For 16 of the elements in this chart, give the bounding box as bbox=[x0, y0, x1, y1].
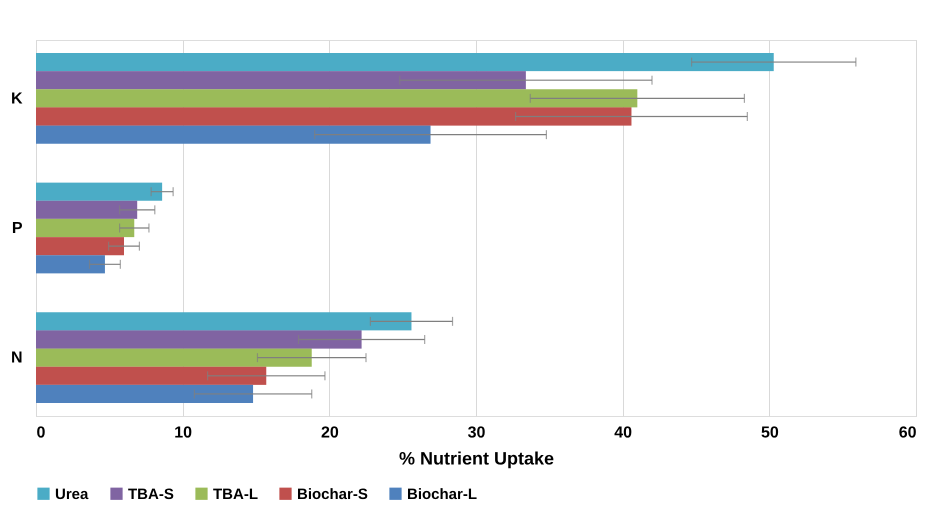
x-tick-label: 50 bbox=[760, 424, 779, 442]
legend-label: Biochar-S bbox=[297, 486, 368, 503]
x-tick-label: 20 bbox=[320, 424, 339, 442]
legend-label: Urea bbox=[55, 486, 90, 503]
x-tick-label: 40 bbox=[614, 424, 632, 442]
y-tick-label: K bbox=[10, 90, 23, 108]
legend-label: TBA-L bbox=[213, 486, 258, 503]
x-tick-label: 30 bbox=[468, 424, 486, 442]
legend-label: Biochar-L bbox=[407, 486, 478, 503]
y-tick-label: P bbox=[12, 220, 23, 237]
y-tick-label: N bbox=[10, 350, 22, 367]
legend-label: TBA-S bbox=[128, 486, 174, 503]
x-tick-label: 0 bbox=[36, 424, 46, 442]
x-tick-label: 10 bbox=[174, 424, 192, 442]
x-axis-title: % Nutrient Uptake bbox=[398, 448, 554, 468]
x-tick-label: 60 bbox=[898, 424, 917, 442]
